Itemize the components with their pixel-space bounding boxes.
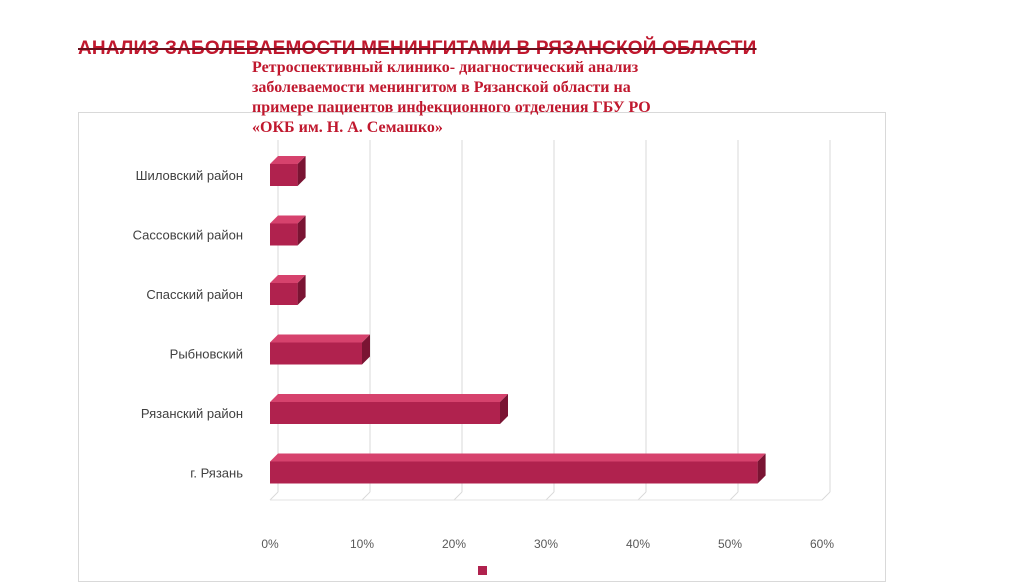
category-label: Спасский район (146, 287, 243, 302)
x-tick-label: 0% (261, 537, 279, 551)
category-label: г. Рязань (190, 466, 243, 481)
bar-side-face (500, 394, 508, 424)
x-tick-label: 50% (718, 537, 742, 551)
x-tick-label: 20% (442, 537, 466, 551)
gridline (821, 491, 831, 501)
subtitle-line: Ретроспективный клинико- диагностический… (252, 59, 639, 76)
gridline (453, 491, 463, 501)
gridline (545, 491, 555, 501)
bar (270, 223, 298, 246)
bar-top-face (270, 215, 306, 224)
category-label: Шиловский район (136, 168, 243, 183)
gridline (361, 491, 371, 501)
legend-marker (478, 566, 487, 575)
subtitle-line: «ОКБ им. Н. А. Семашко» (252, 119, 443, 136)
slide-title: АНАЛИЗ ЗАБОЛЕВАЕМОСТИ МЕНИНГИТАМИ В РЯЗА… (78, 38, 757, 59)
bar-top-face (270, 275, 306, 283)
x-tick-label: 60% (810, 537, 834, 551)
bar-top-face (270, 394, 508, 402)
bar (270, 164, 298, 186)
category-label: Рыбновский (170, 347, 243, 362)
gridline (637, 491, 647, 501)
subtitle-line: заболеваемости менингитом в Рязанской об… (252, 79, 631, 96)
bar-top-face (270, 156, 306, 164)
category-label: Рязанский район (141, 406, 243, 421)
gridline (729, 491, 739, 501)
chart-subtitle: Ретроспективный клинико- диагностический… (252, 58, 772, 138)
bar-side-face (297, 275, 306, 305)
gridline (269, 491, 279, 501)
subtitle-line: примере пациентов инфекционного отделени… (252, 99, 651, 116)
bar (270, 461, 758, 484)
bar-side-face (362, 334, 370, 365)
category-label: Сассовский район (133, 228, 243, 243)
x-tick-label: 30% (534, 537, 558, 551)
bar-side-face (757, 453, 766, 484)
bar (270, 283, 298, 305)
bar (270, 342, 362, 365)
bar-side-face (297, 156, 306, 186)
bar-side-face (297, 215, 306, 246)
bar-top-face (270, 334, 370, 343)
bar (270, 402, 500, 424)
x-tick-label: 40% (626, 537, 650, 551)
bar-top-face (270, 453, 766, 462)
x-tick-label: 10% (350, 537, 374, 551)
